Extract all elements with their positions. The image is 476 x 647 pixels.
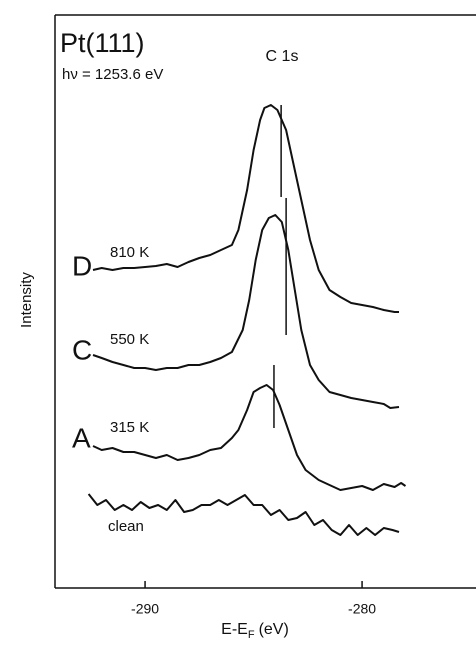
spectrum-line [92, 384, 407, 491]
series-letter: A [72, 422, 91, 453]
chart-title: Pt(111) [60, 28, 145, 58]
series-label: 315 K [110, 419, 149, 436]
y-axis-label: Intensity [18, 272, 35, 328]
peak-annotation: C 1s [266, 48, 299, 65]
series-letter: D [72, 250, 92, 281]
spectrum-line [92, 214, 400, 409]
x-tick-label: -290 [131, 601, 159, 617]
series-label: 810 K [110, 244, 149, 261]
x-axis-label-sub: F [248, 629, 255, 641]
series-letter: C [72, 334, 92, 365]
series-label: clean [108, 518, 144, 535]
x-axis-label-unit: (eV) [259, 621, 289, 638]
series-label: 550 K [110, 331, 149, 348]
spectrum-line [92, 104, 399, 313]
x-tick-label: -280 [348, 601, 376, 617]
x-axis-label: E-EF (eV) [221, 621, 289, 641]
subtitle: hν = 1253.6 eV [62, 66, 163, 83]
spectrum-line [87, 493, 400, 536]
x-axis-label-main: E-E [221, 621, 248, 638]
